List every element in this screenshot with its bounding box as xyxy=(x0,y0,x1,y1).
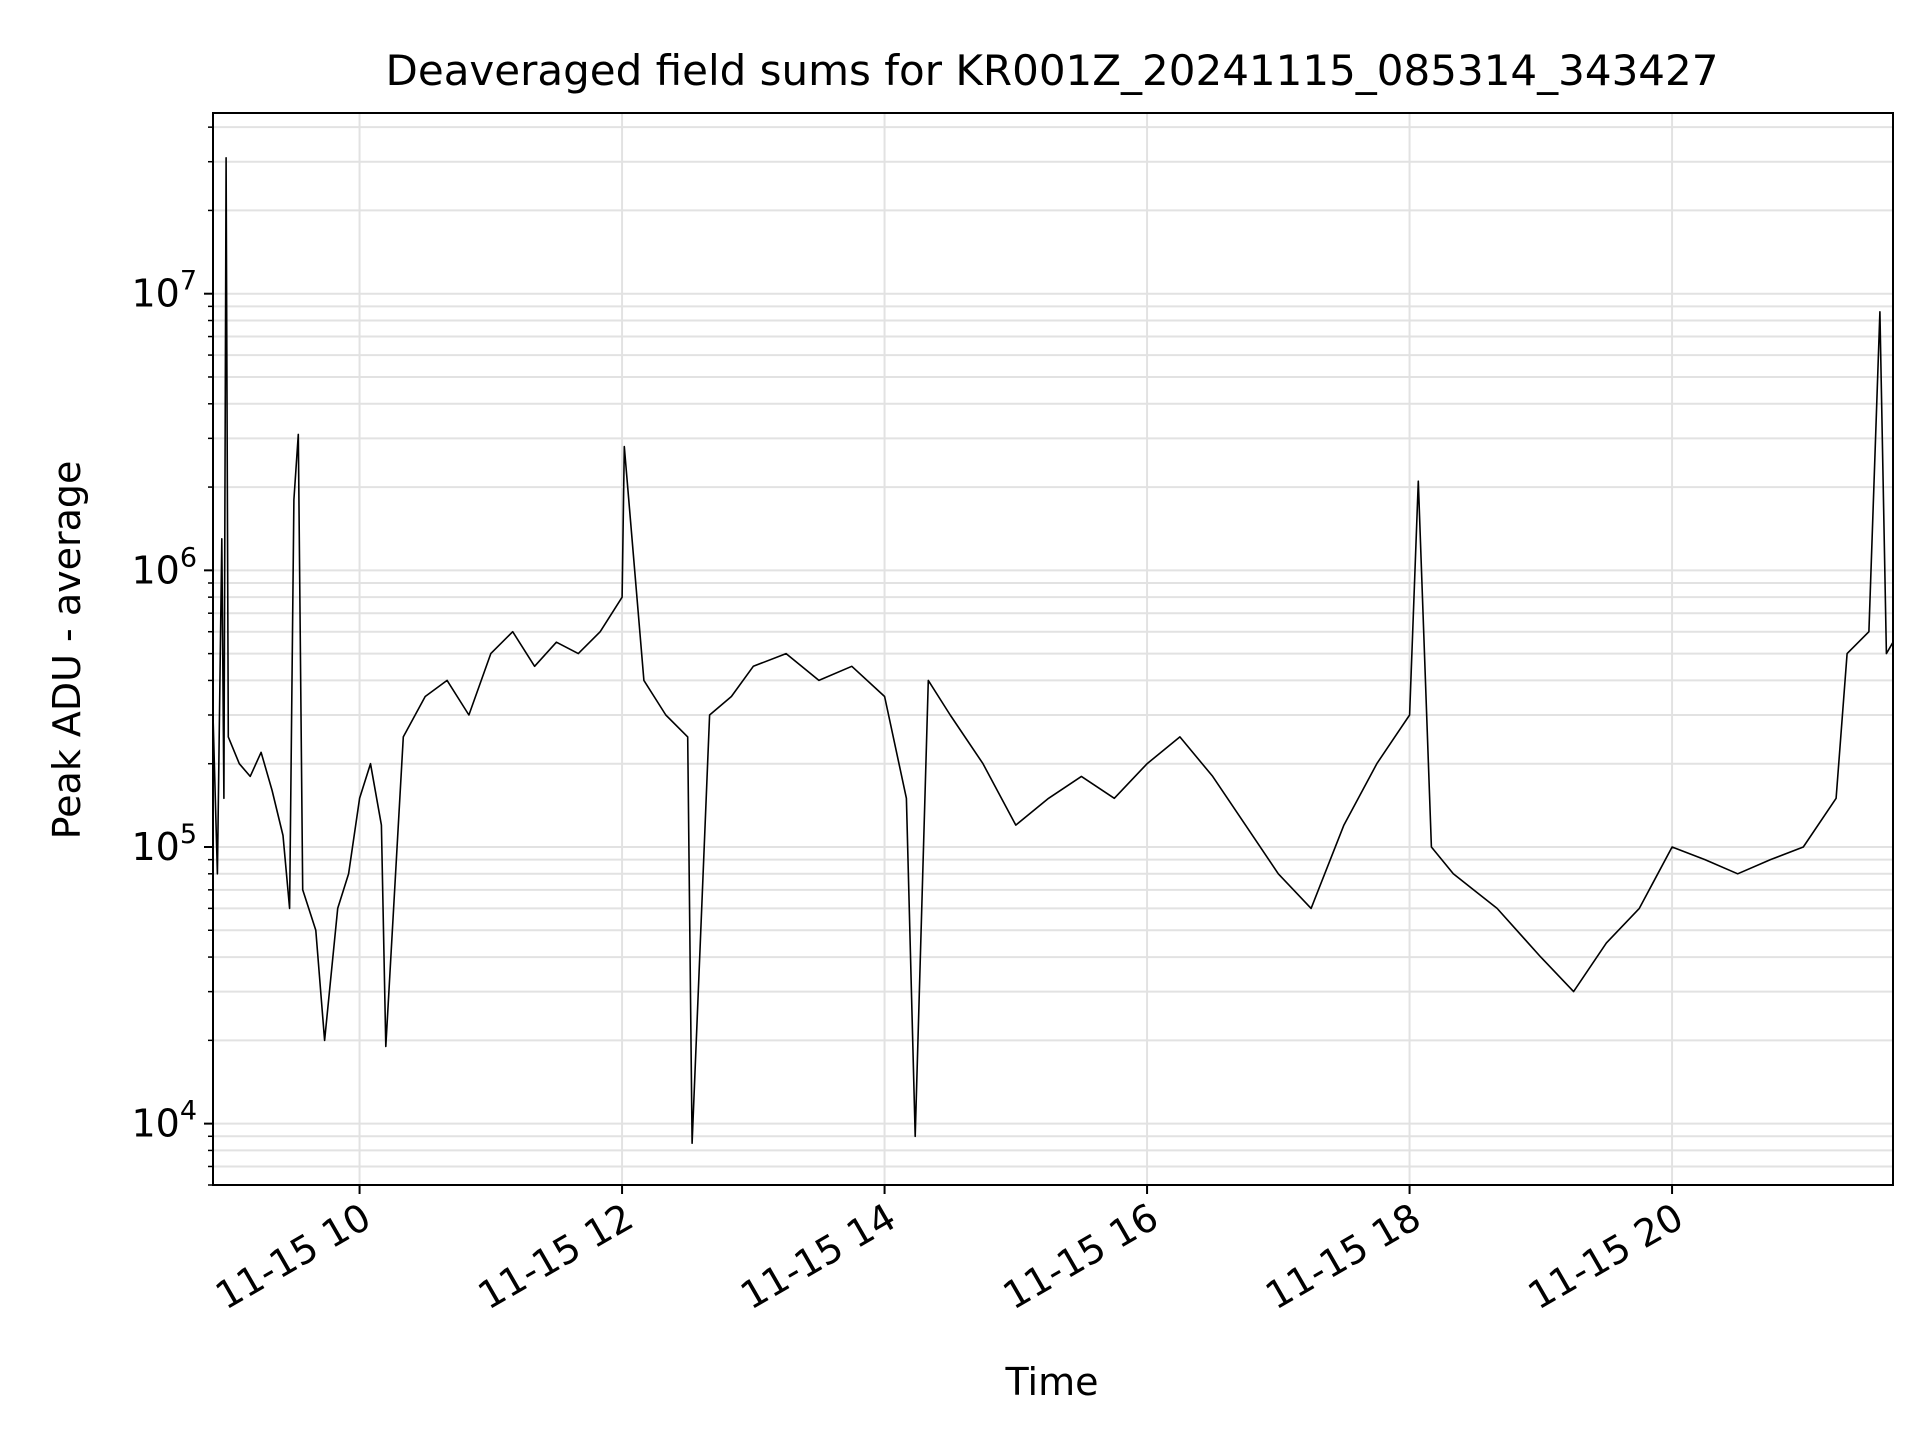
y-tick-label-base: 10 xyxy=(131,548,179,592)
x-axis-label: Time xyxy=(1005,1360,1099,1404)
y-tick-label-exponent: 6 xyxy=(180,542,197,573)
y-tick-label: 105 xyxy=(131,819,197,869)
plot-frame xyxy=(212,112,1894,1186)
y-tick-label: 106 xyxy=(131,542,197,592)
y-tick-label-base: 10 xyxy=(131,1102,179,1146)
y-tick-label-base: 10 xyxy=(131,272,179,316)
y-axis-label: Peak ADU - average xyxy=(45,461,89,840)
y-tick-label-exponent: 4 xyxy=(180,1096,197,1127)
chart-title: Deaveraged field sums for KR001Z_2024111… xyxy=(386,46,1719,95)
y-tick-label-base: 10 xyxy=(131,825,179,869)
minor-grid xyxy=(213,126,1893,1186)
series-line-0 xyxy=(212,157,1894,1144)
y-tick-label: 107 xyxy=(131,266,197,316)
major-grid xyxy=(213,113,1893,1185)
y-tick-label: 104 xyxy=(131,1096,197,1146)
y-tick-label-exponent: 5 xyxy=(180,819,197,850)
y-tick-label-exponent: 7 xyxy=(180,266,197,297)
series-layer xyxy=(212,157,1894,1144)
